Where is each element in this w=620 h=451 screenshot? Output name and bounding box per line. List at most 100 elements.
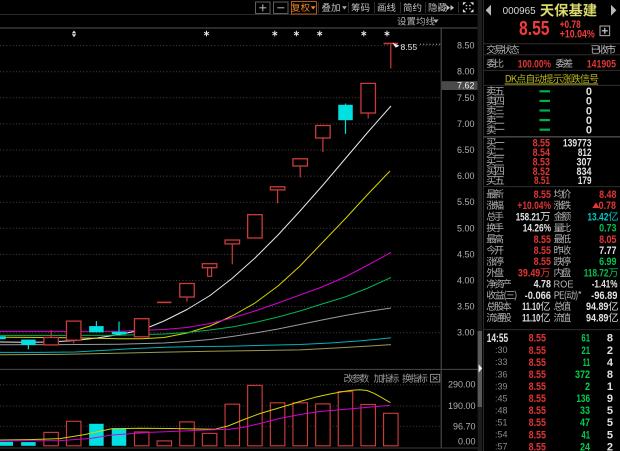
svg-text::39: :39 [495, 381, 508, 391]
svg-text:0: 0 [586, 105, 592, 117]
svg-text:5.00: 5.00 [457, 223, 475, 233]
svg-text:8.55: 8.55 [529, 429, 546, 441]
svg-text:8.55: 8.55 [529, 345, 546, 357]
svg-text::51: :51 [495, 418, 508, 428]
svg-text:ROE: ROE [554, 279, 574, 290]
svg-text:8.54: 8.54 [533, 147, 551, 159]
svg-text:96.70: 96.70 [453, 421, 476, 431]
svg-text::48: :48 [495, 406, 508, 416]
svg-text:8.52: 8.52 [533, 166, 550, 178]
svg-text:0: 0 [586, 125, 592, 137]
svg-text:5: 5 [607, 429, 613, 441]
svg-text:812: 812 [578, 147, 592, 159]
svg-text:5: 5 [607, 417, 613, 429]
svg-text:4.00: 4.00 [457, 276, 475, 286]
svg-text:834: 834 [577, 166, 593, 178]
svg-text::33: :33 [495, 357, 508, 367]
svg-text:179: 179 [578, 175, 592, 187]
svg-text:0: 0 [586, 96, 592, 108]
svg-text:-96.89: -96.89 [591, 290, 617, 302]
svg-text:47: 47 [580, 417, 590, 429]
svg-text:136: 136 [576, 393, 590, 405]
svg-text:24: 24 [580, 441, 591, 451]
svg-text:190.00: 190.00 [448, 401, 476, 411]
svg-text:2: 2 [607, 441, 613, 451]
svg-text:+10.04%: +10.04% [517, 200, 551, 212]
svg-text:8.55: 8.55 [533, 138, 550, 150]
svg-text:13.42: 13.42 [587, 211, 608, 223]
svg-text:307: 307 [577, 156, 592, 168]
svg-text:14:55: 14:55 [487, 333, 509, 345]
svg-text:7.00: 7.00 [457, 119, 475, 129]
svg-text:+0.78: +0.78 [560, 19, 581, 31]
svg-text:372: 372 [575, 369, 590, 381]
svg-text:4: 4 [607, 357, 614, 369]
svg-text:21: 21 [581, 345, 590, 357]
svg-text:8.55: 8.55 [529, 357, 546, 369]
svg-text:0: 0 [586, 86, 592, 98]
svg-text:0.00: 0.00 [458, 436, 476, 446]
svg-text:1: 1 [607, 381, 613, 393]
svg-text:94.89: 94.89 [586, 312, 608, 324]
svg-text:3.50: 3.50 [457, 302, 475, 312]
svg-text:8.00: 8.00 [457, 67, 475, 77]
svg-text:39.49: 39.49 [518, 267, 540, 279]
svg-text::36: :36 [495, 369, 508, 379]
svg-text:0.73: 0.73 [599, 223, 616, 235]
svg-text::30: :30 [495, 345, 508, 355]
svg-text:8: 8 [607, 333, 613, 345]
svg-text::57: :57 [495, 442, 508, 451]
svg-text:8.55: 8.55 [529, 381, 546, 393]
svg-text:8.55: 8.55 [401, 42, 418, 52]
svg-text:4.50: 4.50 [457, 249, 475, 259]
svg-text:290.00: 290.00 [448, 380, 476, 390]
svg-text:0.78: 0.78 [599, 200, 616, 212]
svg-text:5.50: 5.50 [457, 197, 475, 207]
svg-text:118.72: 118.72 [584, 267, 609, 279]
svg-text:4.78: 4.78 [534, 279, 551, 291]
svg-text:8.55: 8.55 [529, 393, 546, 405]
svg-text:6.50: 6.50 [457, 145, 475, 155]
svg-text:11.10: 11.10 [522, 301, 540, 313]
svg-text:8.05: 8.05 [599, 234, 616, 246]
svg-text:8.55: 8.55 [529, 417, 546, 429]
svg-text:41: 41 [581, 429, 590, 441]
svg-text:5: 5 [607, 405, 613, 417]
svg-text:8.55: 8.55 [529, 333, 546, 345]
svg-text:9: 9 [607, 393, 613, 405]
svg-text:11: 11 [583, 357, 590, 369]
svg-text:8.55: 8.55 [534, 234, 551, 246]
svg-text::45: :45 [495, 393, 508, 403]
svg-text:000965: 000965 [503, 5, 536, 17]
svg-text:8.55: 8.55 [529, 405, 546, 417]
svg-text:8.53: 8.53 [533, 156, 550, 168]
svg-text:8.55: 8.55 [519, 18, 550, 40]
svg-text:6.00: 6.00 [457, 171, 475, 181]
svg-text:7.62: 7.62 [457, 81, 475, 91]
svg-text::54: :54 [495, 430, 508, 440]
svg-text:8: 8 [607, 369, 613, 381]
svg-text:100.00%: 100.00% [518, 58, 551, 70]
svg-text:14.26%: 14.26% [523, 223, 551, 235]
svg-text:7.50: 7.50 [457, 93, 475, 103]
svg-text:11.10: 11.10 [522, 312, 540, 324]
svg-text:-1.41%: -1.41% [592, 279, 618, 291]
svg-text:0: 0 [586, 115, 592, 127]
svg-text:6.99: 6.99 [599, 256, 616, 268]
svg-text:94.89: 94.89 [586, 301, 608, 313]
svg-text:3.00: 3.00 [457, 328, 475, 338]
svg-text:8.51: 8.51 [534, 175, 550, 187]
svg-text:2: 2 [607, 345, 613, 357]
svg-text:-0.066: -0.066 [525, 290, 551, 302]
svg-text:33: 33 [580, 405, 590, 417]
svg-text:141905: 141905 [587, 58, 616, 70]
svg-text:8.55: 8.55 [529, 441, 546, 451]
svg-text:8.55: 8.55 [529, 369, 546, 381]
svg-text:8.55: 8.55 [534, 256, 551, 268]
svg-text:61: 61 [581, 333, 590, 345]
svg-text:8.50: 8.50 [457, 41, 475, 51]
svg-text:158.21: 158.21 [516, 211, 541, 223]
svg-text:2: 2 [585, 381, 590, 393]
svg-text:8.55: 8.55 [534, 245, 551, 257]
svg-text:+10.04%: +10.04% [560, 28, 595, 40]
